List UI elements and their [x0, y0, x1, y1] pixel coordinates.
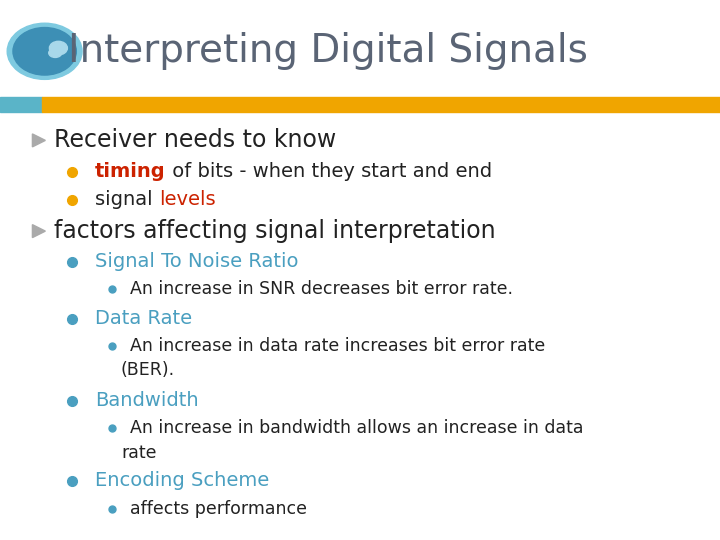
- Text: An increase in data rate increases bit error rate: An increase in data rate increases bit e…: [130, 336, 545, 355]
- Bar: [42, 97, 720, 112]
- Text: An increase in SNR decreases bit error rate.: An increase in SNR decreases bit error r…: [130, 280, 513, 298]
- Text: Interpreting Digital Signals: Interpreting Digital Signals: [68, 32, 588, 70]
- Text: Receiver needs to know: Receiver needs to know: [54, 129, 336, 152]
- Ellipse shape: [50, 41, 68, 55]
- Text: factors affecting signal interpretation: factors affecting signal interpretation: [54, 219, 495, 243]
- Text: An increase in bandwidth allows an increase in data: An increase in bandwidth allows an incre…: [130, 419, 583, 437]
- Ellipse shape: [49, 49, 62, 57]
- Text: affects performance: affects performance: [130, 500, 307, 518]
- Polygon shape: [32, 134, 45, 147]
- Polygon shape: [32, 225, 45, 238]
- Text: rate: rate: [121, 443, 156, 462]
- Text: Data Rate: Data Rate: [95, 309, 192, 328]
- Text: levels: levels: [159, 190, 215, 210]
- Text: (BER).: (BER).: [121, 361, 175, 379]
- Text: Signal To Noise Ratio: Signal To Noise Ratio: [95, 252, 299, 272]
- Text: Encoding Scheme: Encoding Scheme: [95, 471, 269, 490]
- Text: of bits - when they start and end: of bits - when they start and end: [166, 162, 492, 181]
- Bar: [0, 97, 42, 112]
- Text: signal: signal: [95, 190, 159, 210]
- Text: Bandwidth: Bandwidth: [95, 391, 199, 410]
- Circle shape: [13, 28, 76, 75]
- Text: timing: timing: [95, 162, 166, 181]
- Circle shape: [7, 23, 82, 79]
